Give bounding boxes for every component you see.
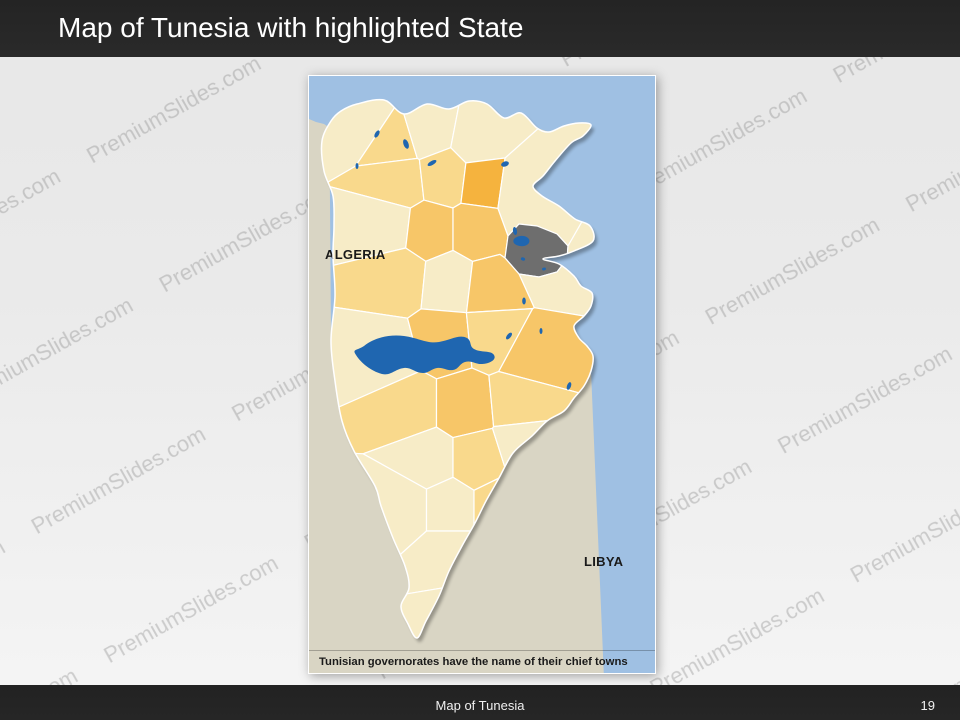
svg-text:LIBYA: LIBYA	[584, 554, 624, 569]
svg-text:ALGERIA: ALGERIA	[325, 247, 386, 262]
